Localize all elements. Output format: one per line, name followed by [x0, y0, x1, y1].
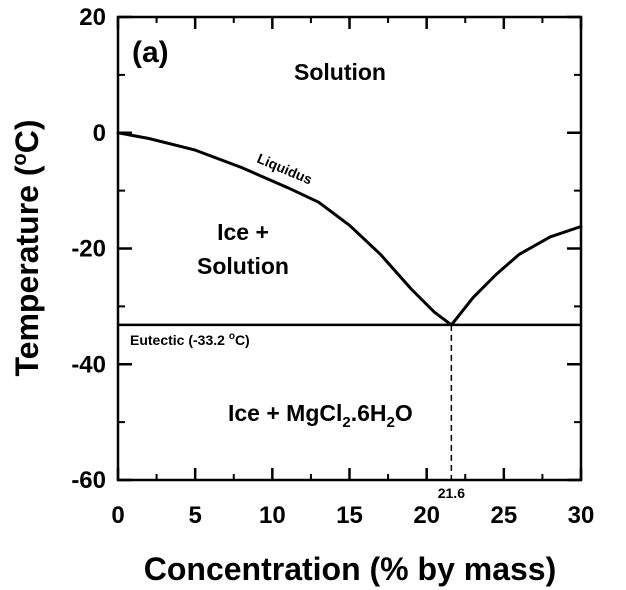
liquidus-curve	[116, 131, 453, 327]
eutectic-label-main: Eutectic (-33.2	[130, 332, 229, 348]
x-axis-title: Concentration (% by mass)	[144, 551, 557, 587]
y-axis-title-main: Temperature (	[9, 165, 45, 376]
y-tick-label: -60	[71, 467, 106, 494]
plot-frame	[116, 15, 583, 482]
x-axis-ticks: 0 5 10 15 20 25 30	[111, 17, 594, 529]
eutectic-composition-label: 21.6	[438, 485, 465, 501]
series-layer	[116, 131, 583, 327]
y-tick-label: -20	[71, 236, 106, 263]
region-ice-mgcl2-sub2: 2	[387, 414, 395, 431]
x-tick-label: 5	[188, 502, 201, 529]
x-tick-label: 0	[111, 502, 124, 529]
region-ice-solution-line1: Ice +	[217, 219, 269, 245]
eutectic-label: Eutectic (-33.2 oC)	[130, 331, 250, 348]
y-axis-title-sup: o	[9, 153, 31, 165]
y-tick-label: -40	[71, 351, 106, 378]
x-tick-label: 15	[336, 502, 363, 529]
region-ice-mgcl2-sub1: 2	[342, 414, 350, 431]
region-ice-mgcl2-part-b: .6H	[351, 400, 387, 426]
x-tick-label: 25	[490, 502, 517, 529]
y-axis-ticks: 20 0 -20 -40 -60	[71, 4, 581, 494]
eutectic-label-sup: o	[229, 331, 235, 342]
y-tick-label: 20	[79, 4, 106, 31]
panel-label: (a)	[132, 36, 169, 69]
region-ice-mgcl2-part-c: O	[395, 400, 413, 426]
liquidus-label: Liquidus	[255, 150, 315, 188]
y-tick-label: 0	[93, 120, 106, 147]
solubility-curve	[449, 225, 583, 327]
x-tick-label: 20	[413, 502, 440, 529]
y-axis-title-end: C)	[9, 120, 45, 154]
region-ice-mgcl2-label: Ice + MgCl2.6H2O	[228, 400, 413, 431]
region-ice-solution-line2: Solution	[197, 253, 289, 279]
x-tick-label: 30	[568, 502, 595, 529]
region-ice-mgcl2-part-a: Ice + MgCl	[228, 400, 342, 426]
x-tick-label: 10	[259, 502, 286, 529]
y-axis-title: Temperature (oC)	[9, 120, 45, 377]
eutectic-label-end: C)	[235, 332, 250, 348]
region-solution-label: Solution	[294, 59, 386, 85]
